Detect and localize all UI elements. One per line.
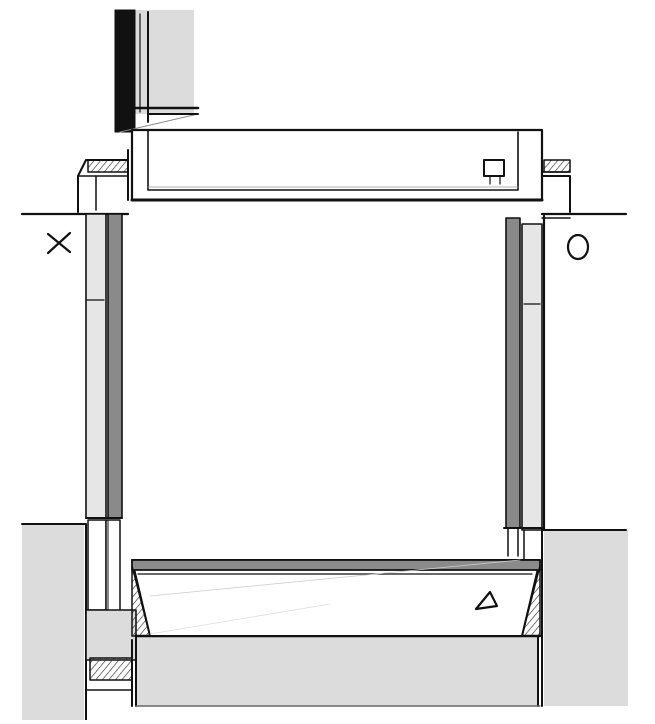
- bottom-rail-tray: [131, 559, 541, 637]
- top-rail-panel: [130, 128, 544, 202]
- top-dark-shaft: [114, 9, 136, 133]
- bottom-button-assembly: [131, 559, 542, 707]
- left-rail-dark: [107, 213, 123, 519]
- right-button-assembly: [503, 159, 628, 707]
- left-lower-wall: [22, 524, 84, 720]
- left-button-assembly: [20, 149, 137, 721]
- circle-symbol: [566, 233, 590, 261]
- right-lower-wall: [544, 530, 628, 706]
- triangle-symbol: [474, 590, 499, 611]
- top-button-assembly: [114, 9, 544, 202]
- left-rail-light: [85, 213, 107, 519]
- top-wall-block: [132, 10, 194, 114]
- cross-symbol: [46, 231, 72, 255]
- square-symbol: [483, 159, 505, 177]
- bottom-floor-block: [136, 636, 538, 706]
- right-rail-dark: [505, 217, 521, 529]
- sketch-guide-line: [149, 603, 331, 635]
- right-rail-light: [521, 223, 543, 531]
- sketch-guide-line: [149, 559, 521, 597]
